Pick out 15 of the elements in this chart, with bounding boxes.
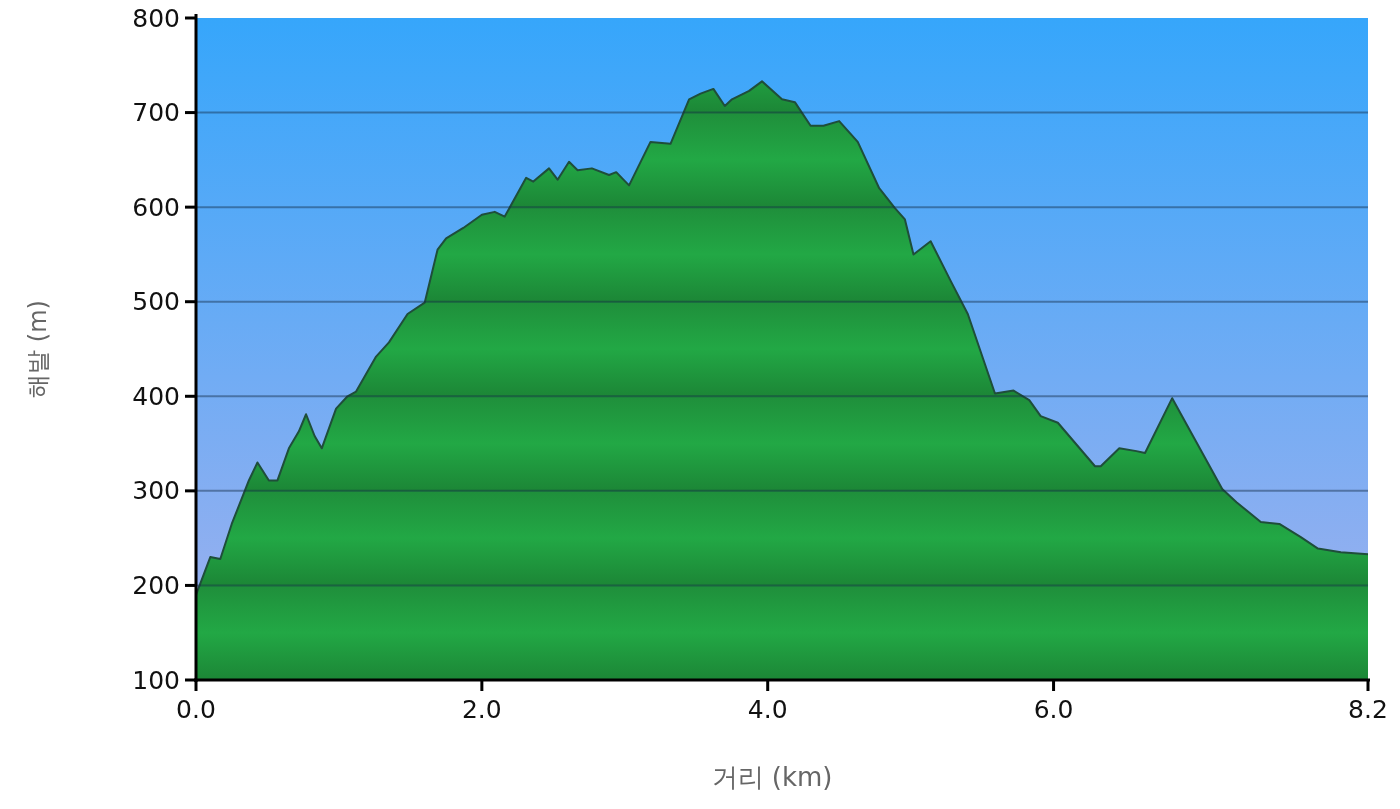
x-tick-label: 0.0 xyxy=(176,695,216,724)
y-tick-label: 100 xyxy=(132,665,180,695)
x-tick-label: 4.0 xyxy=(747,695,788,724)
y-tick-label: 400 xyxy=(132,381,180,411)
x-tick-label: 8.2 xyxy=(1348,695,1388,724)
y-tick-label: 600 xyxy=(132,192,180,222)
y-tick-label: 500 xyxy=(132,287,180,317)
x-tick-label: 2.0 xyxy=(461,695,502,724)
x-axis-title: 거리 (km) xyxy=(711,762,833,792)
x-tick-label: 6.0 xyxy=(1033,695,1074,724)
y-tick-label: 700 xyxy=(132,98,180,128)
y-tick-label: 300 xyxy=(132,476,180,506)
y-tick-label: 200 xyxy=(132,570,180,600)
y-axis-title: 해발 (m) xyxy=(24,300,52,398)
y-tick-label: 800 xyxy=(132,3,180,33)
